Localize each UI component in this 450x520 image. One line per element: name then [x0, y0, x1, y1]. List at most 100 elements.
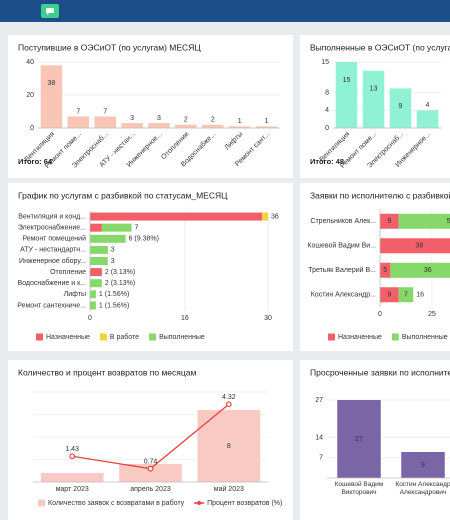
x-tick-label: 0	[88, 315, 92, 322]
bar	[401, 452, 445, 478]
x-tick-label-box: Кошевой Вадим Викторович	[334, 481, 384, 496]
segment-label: 38	[416, 243, 424, 250]
y-tick-label: 4	[325, 107, 329, 114]
legend-label: Процент возвратов (%)	[207, 500, 282, 507]
bar-segment	[380, 213, 399, 229]
bar-segment	[380, 287, 399, 303]
y-tick-label: Отопление	[50, 269, 86, 276]
panel: Поступившие в ОЭСиОТ (по услугам) МЕСЯЦ 0…	[8, 35, 293, 178]
segment-label: 36	[424, 267, 432, 274]
bar-segment	[90, 212, 263, 221]
bar	[94, 116, 116, 128]
x-tick-label: Костин Александр Александрович	[395, 481, 450, 496]
bar	[255, 126, 278, 128]
y-tick-label: Вентиляция и конд...	[18, 213, 86, 220]
line-marker	[69, 453, 76, 460]
bar	[40, 473, 104, 482]
bar	[389, 88, 412, 128]
panel-title: Поступившие в ОЭСиОТ (по услугам) МЕСЯЦ	[18, 42, 201, 52]
x-tick-label: 25	[428, 311, 436, 318]
bar	[337, 400, 381, 478]
value-label: 27	[355, 436, 363, 443]
panel: График по услугам с разбивкой по статуса…	[8, 183, 293, 351]
bar-segment	[90, 301, 96, 310]
bar	[228, 126, 251, 128]
legend-label: Выполненные	[159, 334, 205, 341]
total: Итого: 64	[18, 157, 53, 166]
y-tick-label: Стрельников Алек...	[310, 218, 376, 225]
y-tick-label: 40	[26, 59, 34, 66]
y-tick-label: Водоснабжение и к...	[17, 279, 86, 287]
y-tick-label: Третьяк Валерий В...	[308, 266, 376, 274]
value-label: 9	[421, 462, 425, 469]
x-tick-label: апрель 2023	[130, 486, 171, 493]
panel-title: Просроченные заявки по исполнителю	[310, 367, 450, 377]
bar-label: 3	[111, 247, 115, 254]
value-label: 1	[265, 118, 269, 125]
segment-label: 9	[387, 292, 391, 299]
legend-swatch	[99, 333, 107, 341]
panel-title: Заявки по исполнителю с разбивкой п	[310, 190, 450, 200]
y-tick-label: 0	[30, 125, 34, 132]
value-label: 3	[130, 115, 134, 122]
panel: Количество и процент возвратов по месяца…	[8, 360, 293, 520]
bar-segment	[390, 262, 450, 278]
bar-segment	[398, 287, 414, 303]
bar-segment	[380, 238, 450, 254]
y-tick-label: Костин Александр...	[311, 292, 376, 299]
legend-marker	[197, 501, 202, 505]
y-tick-label: 8	[325, 90, 329, 97]
bar-segment	[262, 212, 268, 221]
bar-segment	[90, 234, 126, 243]
bar	[119, 464, 182, 482]
bar-label: 2 (3.13%)	[105, 269, 135, 276]
y-tick-label: Ремонт сантехниче...	[17, 302, 86, 309]
legend-swatch	[149, 333, 157, 341]
bar-segment	[90, 268, 102, 277]
panel: Заявки по исполнителю с разбивкой п 0 25 Ст…	[300, 183, 450, 351]
x-tick-label-box: Костин Александр Александрович	[395, 481, 450, 496]
bar	[362, 70, 385, 128]
legend-label: В работе	[110, 333, 139, 341]
x-tick-label: март 2023	[56, 486, 89, 493]
bar-segment	[90, 223, 102, 232]
y-tick-label: 15	[321, 59, 329, 66]
panel-title: График по услугам с разбивкой по статуса…	[18, 190, 228, 200]
y-tick-label: 14	[315, 434, 323, 441]
x-tick-label: 16	[181, 315, 189, 322]
bar	[335, 62, 358, 128]
value-label: 2	[184, 117, 188, 124]
y-tick-label: 20	[26, 92, 34, 99]
bar-label: 1 (1.56%)	[99, 302, 129, 309]
bar-segment	[90, 290, 96, 299]
y-tick-label: Ремонт помещений	[22, 235, 86, 243]
bar	[40, 65, 63, 128]
value-label: 1	[238, 118, 242, 125]
segment-label: 50	[447, 218, 450, 225]
x-tick-label: 30	[264, 315, 272, 322]
value-label: 8	[227, 443, 231, 450]
legend-swatch	[328, 333, 335, 341]
bar	[202, 124, 224, 128]
value-label: 7	[76, 108, 80, 115]
line-marker	[147, 465, 154, 472]
line-label: 4.32	[222, 394, 236, 401]
bar-label: 7	[135, 225, 139, 232]
y-tick-label: АТУ - нестандартн...	[20, 247, 86, 254]
bar	[67, 116, 90, 128]
x-tick-label: 0	[378, 311, 382, 318]
x-tick-label: Кошевой Вадим Викторович	[334, 481, 384, 496]
chat-icon	[46, 8, 54, 15]
bar-label: 2 (3.13%)	[105, 280, 135, 287]
total: Итого: 48	[310, 157, 344, 166]
y-tick-label: 27	[315, 397, 323, 404]
legend-label: Количество заявок с возвратами в работу	[48, 499, 185, 507]
segment-label: 9	[387, 218, 391, 225]
bar-label: 3	[111, 258, 115, 265]
bar-segment	[90, 245, 108, 254]
bar	[175, 124, 197, 128]
y-tick-label: Кошевой Вадим Ви...	[307, 242, 376, 250]
bar-label: 16	[416, 292, 424, 299]
